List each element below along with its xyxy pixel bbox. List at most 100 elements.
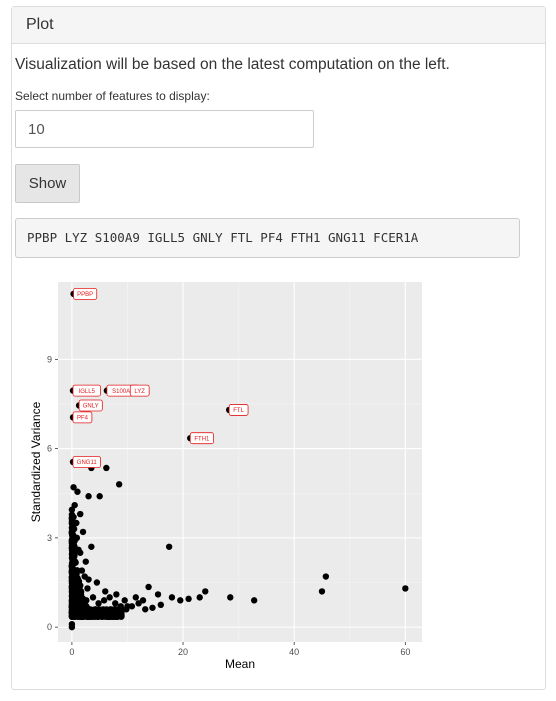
scatter-point (69, 569, 76, 576)
x-tick-label: 60 (400, 647, 410, 657)
gene-label: LYZ (129, 384, 150, 397)
scatter-point (196, 594, 203, 601)
gene-label: IGLL5 (72, 384, 101, 397)
scatter-point (84, 585, 91, 592)
plot-panel-bg (58, 282, 422, 642)
gene-label-box (228, 404, 249, 416)
scatter-point (115, 481, 123, 488)
scatter-point (149, 604, 156, 611)
scatter-point (121, 597, 128, 604)
scatter-point (77, 582, 84, 589)
scatter-point (88, 543, 95, 550)
scatter-point (73, 519, 80, 527)
gene-label: GNLY (78, 399, 103, 412)
scatter-point (70, 513, 77, 521)
panel-title: Plot (12, 7, 545, 44)
scatter-point (322, 573, 330, 580)
show-button[interactable]: Show (15, 164, 80, 203)
scatter-point (96, 493, 103, 500)
scatter-point (73, 534, 81, 542)
scatter-point (87, 606, 95, 614)
scatter-point (202, 588, 209, 595)
scatter-point (139, 597, 147, 604)
scatter-point (72, 546, 79, 553)
y-tick-label: 6 (47, 444, 52, 454)
y-tick-label: 3 (47, 533, 52, 543)
scatter-point (142, 606, 149, 613)
scatter-point (85, 612, 92, 619)
scatter-point (78, 567, 86, 574)
scatter-point (70, 525, 78, 533)
plot-axes: 0 20 40 60 0 3 6 9 (47, 354, 410, 657)
scatter-point (132, 594, 140, 601)
gene-label-text: FTL (233, 408, 244, 414)
scatter-point (113, 591, 120, 598)
scatter-point (89, 594, 97, 601)
gene-label: PPBP (73, 288, 98, 300)
scatter-point (106, 594, 113, 601)
scatter-point (145, 583, 152, 591)
scatter-point (128, 603, 136, 610)
scatter-point (177, 597, 184, 604)
gene-label-box (189, 432, 214, 445)
scatter-point (107, 606, 114, 613)
gene-label-text: GNG11 (77, 460, 98, 466)
scatter-point (82, 558, 89, 565)
panel-description: Visualization will be based on the lates… (15, 56, 450, 73)
x-tick-label: 40 (289, 647, 299, 657)
scatter-point (96, 609, 103, 616)
gene-label-text: PPBP (77, 292, 93, 298)
scatter-point (77, 510, 84, 518)
scatter-point (70, 579, 77, 586)
scatter-point (154, 591, 162, 598)
scatter-point (95, 600, 102, 607)
x-tick-label: 20 (178, 647, 188, 657)
scatter-point (250, 597, 258, 604)
gene-label-box (72, 384, 101, 397)
gene-label-box (72, 456, 101, 468)
scatter-point (79, 613, 87, 620)
y-axis-label: Standardized Variance (29, 401, 43, 522)
scatter-point (71, 613, 79, 620)
scatter-point (80, 605, 88, 613)
scatter-point (117, 603, 124, 610)
scatter-point (79, 528, 87, 536)
gene-label-box (129, 384, 150, 397)
scatter-point (102, 588, 109, 595)
scatter-point (75, 602, 82, 610)
scatter-point (114, 611, 122, 619)
feature-count-label: Select number of features to display: (15, 89, 210, 103)
gene-label: GNG11 (72, 456, 101, 468)
scatter-point (123, 606, 130, 613)
gene-label: FTH1 (189, 432, 214, 445)
plot-labels: PPBP IGLL5 S100A9 LYZ GNLY PF4 FTL FTH1 GNG11 (72, 288, 249, 468)
scatter-point (318, 588, 326, 595)
gene-label-text: S100A9 (112, 389, 134, 395)
gene-label-box (72, 411, 93, 424)
scatter-point (81, 573, 88, 580)
scatter-point (74, 488, 81, 495)
scatter-point (85, 493, 92, 500)
x-tick-label: 0 (69, 647, 74, 657)
scatter-point (227, 594, 234, 601)
scatter-point (72, 558, 79, 565)
y-tick-label: 0 (47, 622, 52, 632)
scatter-point (68, 620, 76, 628)
scatter-point (168, 594, 176, 601)
scatter-point (93, 579, 101, 586)
scatter-point (68, 506, 76, 513)
x-axis-label: Mean (225, 657, 255, 671)
scatter-point (74, 567, 81, 574)
gene-label-box (73, 288, 98, 300)
feature-count-input[interactable] (15, 110, 314, 148)
scatter-point (70, 484, 77, 491)
scatter-point (100, 597, 108, 604)
scatter-point (185, 595, 192, 603)
scatter-point (402, 585, 409, 592)
scatter-point (103, 464, 110, 472)
gene-label: FTL (228, 404, 249, 416)
gene-label-text: IGLL5 (79, 389, 96, 395)
gene-label-text: PF4 (77, 416, 89, 422)
scatter-point (83, 597, 90, 604)
